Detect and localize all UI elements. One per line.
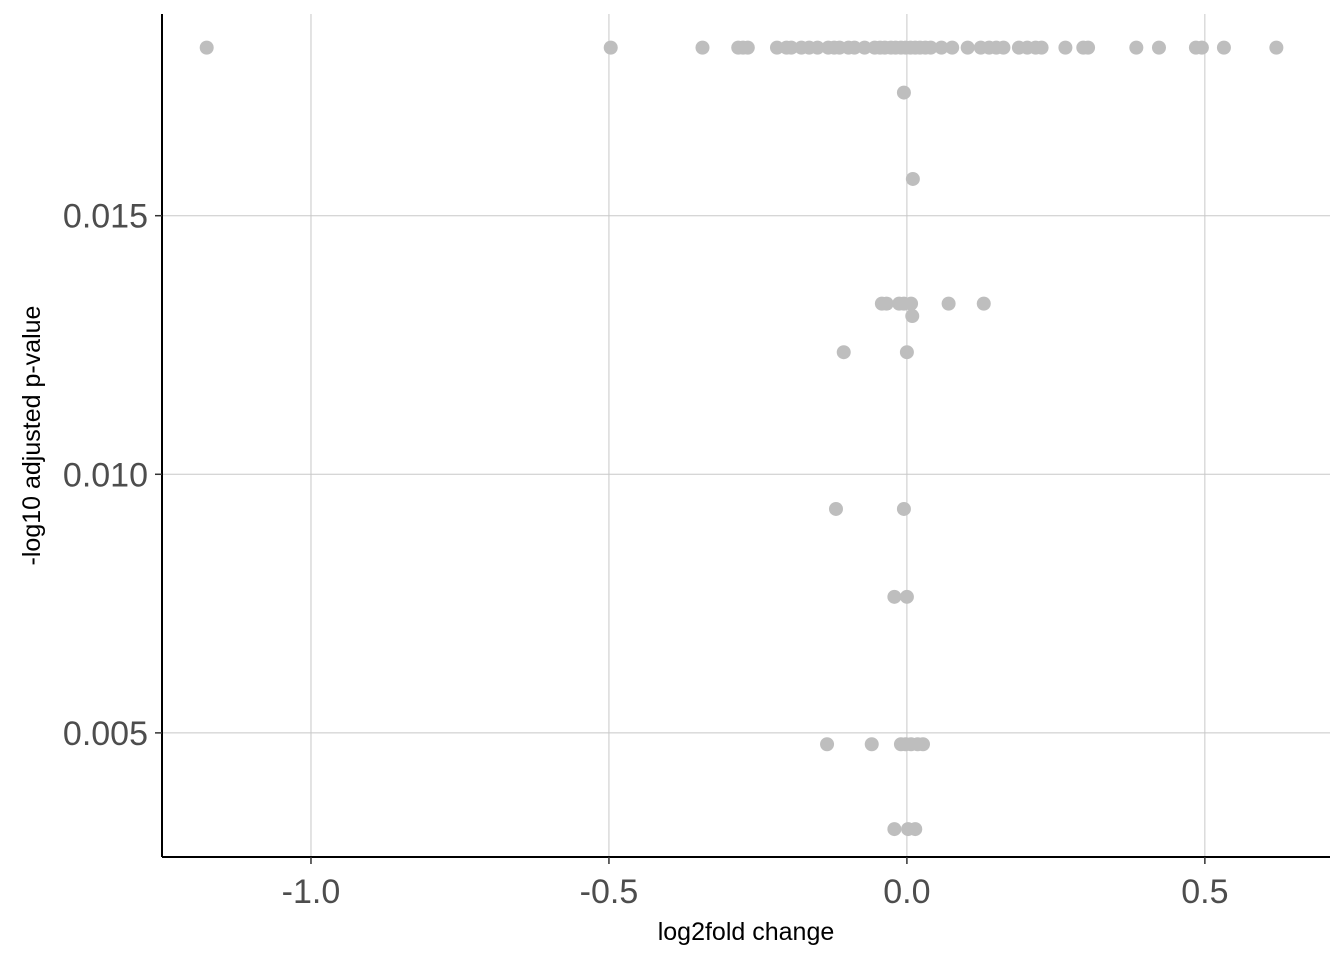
x-tick-label: 0.0: [883, 873, 930, 911]
x-tick-label: 0.5: [1181, 873, 1228, 911]
data-point: [915, 737, 930, 752]
y-tick-label: 0.015: [63, 198, 148, 236]
data-points: [199, 40, 1284, 837]
data-point: [1216, 40, 1231, 55]
data-point: [784, 40, 799, 55]
data-point: [879, 296, 894, 311]
grid-lines: [162, 14, 1330, 857]
data-point: [603, 40, 618, 55]
data-point: [810, 40, 825, 55]
data-point: [887, 589, 902, 604]
data-point: [820, 737, 835, 752]
data-point: [945, 40, 960, 55]
data-point: [976, 296, 991, 311]
axes: [161, 14, 1330, 858]
data-point: [1129, 40, 1144, 55]
data-point: [905, 309, 920, 324]
data-point: [199, 40, 214, 55]
y-axis-title: -log10 adjusted p-value: [18, 306, 46, 566]
data-point: [905, 171, 920, 186]
data-point: [740, 40, 755, 55]
data-point: [836, 345, 851, 360]
x-axis-title: log2fold change: [658, 918, 835, 946]
data-point: [1151, 40, 1166, 55]
y-tick-label: 0.010: [63, 456, 148, 494]
data-point: [896, 501, 911, 516]
data-point: [857, 40, 872, 55]
data-point: [899, 589, 914, 604]
data-point: [695, 40, 710, 55]
data-point: [896, 85, 911, 100]
data-point: [934, 40, 949, 55]
data-point: [828, 501, 843, 516]
tick-labels: -1.0 -0.5 0.0 0.5 0.005 0.010 0.015: [63, 198, 1229, 911]
data-point: [1058, 40, 1073, 55]
x-tick-label: -0.5: [580, 873, 639, 911]
data-point: [908, 822, 923, 837]
data-point: [887, 822, 902, 837]
data-point: [1034, 40, 1049, 55]
data-point: [1194, 40, 1209, 55]
x-tick-label: -1.0: [282, 873, 341, 911]
data-point: [1081, 40, 1096, 55]
data-point: [847, 40, 862, 55]
data-point: [904, 296, 919, 311]
data-point: [960, 40, 975, 55]
data-point: [996, 40, 1011, 55]
y-tick-label: 0.005: [63, 715, 148, 753]
data-point: [941, 296, 956, 311]
data-point: [923, 40, 938, 55]
data-point: [899, 345, 914, 360]
data-point: [1269, 40, 1284, 55]
data-point: [864, 737, 879, 752]
